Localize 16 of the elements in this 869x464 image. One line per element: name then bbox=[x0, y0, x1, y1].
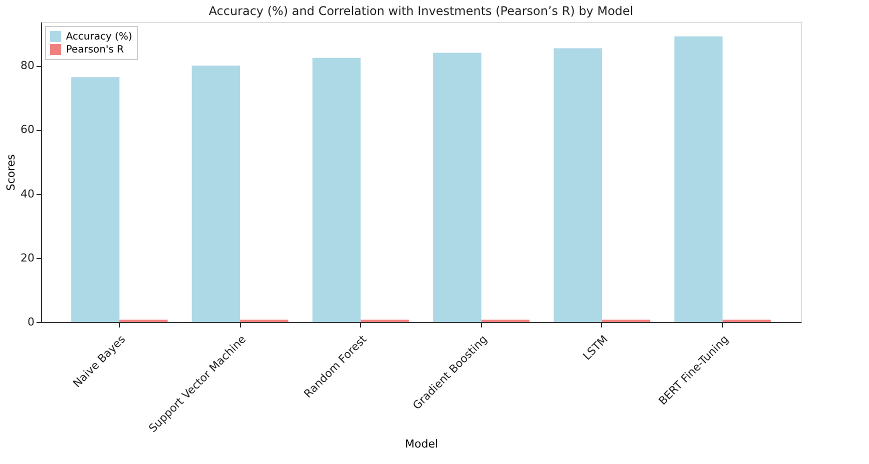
bar bbox=[71, 77, 120, 322]
y-tick-label: 20 bbox=[20, 251, 34, 264]
bar bbox=[192, 66, 240, 322]
bar bbox=[433, 52, 482, 322]
y-tick-label: 40 bbox=[20, 187, 34, 200]
y-tick-label: 80 bbox=[20, 59, 34, 72]
bar bbox=[674, 36, 723, 322]
legend-label: Pearson's R bbox=[66, 44, 124, 56]
chart-title: Accuracy (%) and Correlation with Investments (Pearson’s R) by Model bbox=[208, 4, 634, 18]
legend-label: Accuracy (%) bbox=[66, 32, 132, 42]
y-axis-title: Scores bbox=[4, 154, 18, 191]
y-tick-label: 0 bbox=[28, 316, 34, 328]
y-tick-label: 60 bbox=[20, 123, 34, 136]
x-axis-title: Model bbox=[404, 437, 438, 450]
bar bbox=[554, 48, 602, 322]
bar bbox=[312, 58, 361, 322]
